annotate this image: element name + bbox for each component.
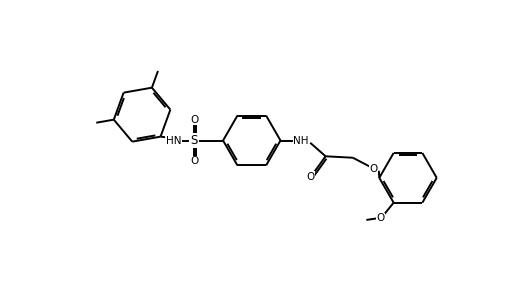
Text: O: O (190, 156, 198, 166)
Text: NH: NH (294, 135, 309, 146)
Text: S: S (191, 134, 198, 147)
Text: O: O (377, 214, 385, 223)
Text: O: O (190, 115, 198, 125)
Text: O: O (306, 172, 315, 182)
Text: O: O (369, 164, 378, 174)
Text: HN: HN (166, 135, 181, 146)
